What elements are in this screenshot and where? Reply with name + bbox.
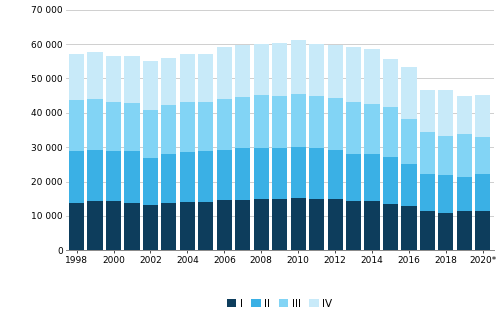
Bar [475, 211, 490, 250]
Bar [401, 66, 416, 119]
Bar [364, 103, 380, 154]
Bar [438, 213, 454, 250]
Bar [457, 211, 472, 250]
Bar [106, 151, 121, 201]
Bar [161, 58, 176, 105]
Bar [180, 54, 195, 102]
Bar [254, 44, 269, 95]
Bar [309, 199, 324, 250]
Bar [198, 54, 213, 102]
Bar [475, 174, 490, 211]
Bar [364, 201, 380, 250]
Bar [217, 200, 232, 250]
Bar [272, 96, 287, 148]
Bar [457, 96, 472, 134]
Bar [161, 204, 176, 250]
Bar [88, 201, 103, 250]
Bar [217, 99, 232, 150]
Bar [438, 90, 454, 136]
Bar [88, 99, 103, 150]
Bar [161, 105, 176, 154]
Bar [420, 90, 435, 133]
Bar [143, 110, 158, 158]
Bar [401, 164, 416, 206]
Bar [346, 102, 361, 153]
Bar [346, 201, 361, 250]
Bar [420, 133, 435, 174]
Legend: I, II, III, IV: I, II, III, IV [227, 299, 332, 309]
Bar [328, 98, 343, 151]
Bar [254, 199, 269, 250]
Bar [346, 47, 361, 102]
Bar [383, 204, 398, 250]
Bar [217, 150, 232, 200]
Bar [69, 100, 84, 151]
Bar [401, 206, 416, 250]
Bar [291, 94, 306, 147]
Bar [254, 95, 269, 148]
Bar [328, 45, 343, 98]
Bar [475, 95, 490, 137]
Bar [438, 175, 454, 213]
Bar [291, 40, 306, 94]
Bar [457, 177, 472, 211]
Bar [364, 154, 380, 201]
Bar [124, 56, 140, 103]
Bar [106, 102, 121, 151]
Bar [69, 54, 84, 100]
Bar [180, 202, 195, 250]
Bar [272, 43, 287, 96]
Bar [124, 151, 140, 203]
Bar [309, 44, 324, 97]
Bar [88, 52, 103, 99]
Bar [401, 119, 416, 164]
Bar [198, 102, 213, 151]
Bar [88, 150, 103, 201]
Bar [364, 49, 380, 104]
Bar [457, 134, 472, 177]
Bar [383, 59, 398, 107]
Bar [198, 151, 213, 202]
Bar [309, 97, 324, 148]
Bar [383, 157, 398, 204]
Bar [143, 205, 158, 250]
Bar [291, 147, 306, 198]
Bar [383, 107, 398, 157]
Bar [235, 200, 250, 250]
Bar [254, 148, 269, 199]
Bar [346, 153, 361, 201]
Bar [309, 148, 324, 199]
Bar [235, 45, 250, 97]
Bar [420, 211, 435, 250]
Bar [143, 61, 158, 110]
Bar [180, 152, 195, 202]
Bar [420, 174, 435, 211]
Bar [328, 199, 343, 250]
Bar [180, 102, 195, 152]
Bar [217, 47, 232, 99]
Bar [272, 148, 287, 199]
Bar [106, 56, 121, 102]
Bar [161, 154, 176, 204]
Bar [69, 151, 84, 203]
Bar [198, 202, 213, 250]
Bar [438, 136, 454, 175]
Bar [328, 151, 343, 199]
Bar [272, 199, 287, 250]
Bar [291, 198, 306, 250]
Bar [475, 137, 490, 174]
Bar [143, 158, 158, 205]
Bar [235, 148, 250, 200]
Bar [106, 201, 121, 250]
Bar [124, 203, 140, 250]
Bar [124, 103, 140, 151]
Bar [235, 97, 250, 148]
Bar [69, 203, 84, 250]
